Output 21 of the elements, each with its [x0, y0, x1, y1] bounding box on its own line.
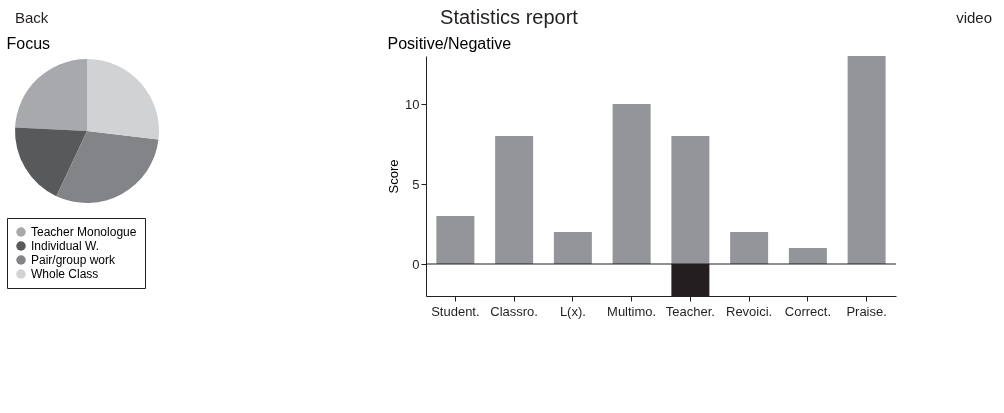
- text: video: [956, 9, 992, 26]
- legend-label: Pair/group work: [31, 253, 117, 267]
- y-tick-label: 0: [412, 256, 420, 272]
- legend-label: Whole Class: [31, 267, 99, 281]
- chart-title: Focus: [6, 35, 51, 52]
- y-tick-label: 10: [405, 96, 420, 112]
- x-tick-label: Teacher.: [665, 303, 715, 319]
- text: Back: [15, 9, 49, 26]
- x-tick-label: Praise.: [846, 303, 887, 319]
- y-axis-title: Score: [386, 159, 402, 194]
- chart-title: Positive/Negative: [387, 35, 512, 52]
- x-tick-label: Classro.: [490, 303, 538, 319]
- x-tick-label: L(x).: [559, 303, 586, 319]
- x-tick-label: Revoici.: [726, 303, 773, 319]
- legend-label: Teacher Monologue: [31, 225, 137, 239]
- x-tick-label: Correct.: [784, 303, 831, 319]
- legend-label: Individual W.: [31, 239, 100, 253]
- text: Statistics report: [440, 6, 579, 28]
- x-tick-label: Student.: [431, 303, 480, 319]
- y-tick-label: 5: [412, 176, 420, 192]
- x-tick-label: Multimo.: [607, 303, 657, 319]
